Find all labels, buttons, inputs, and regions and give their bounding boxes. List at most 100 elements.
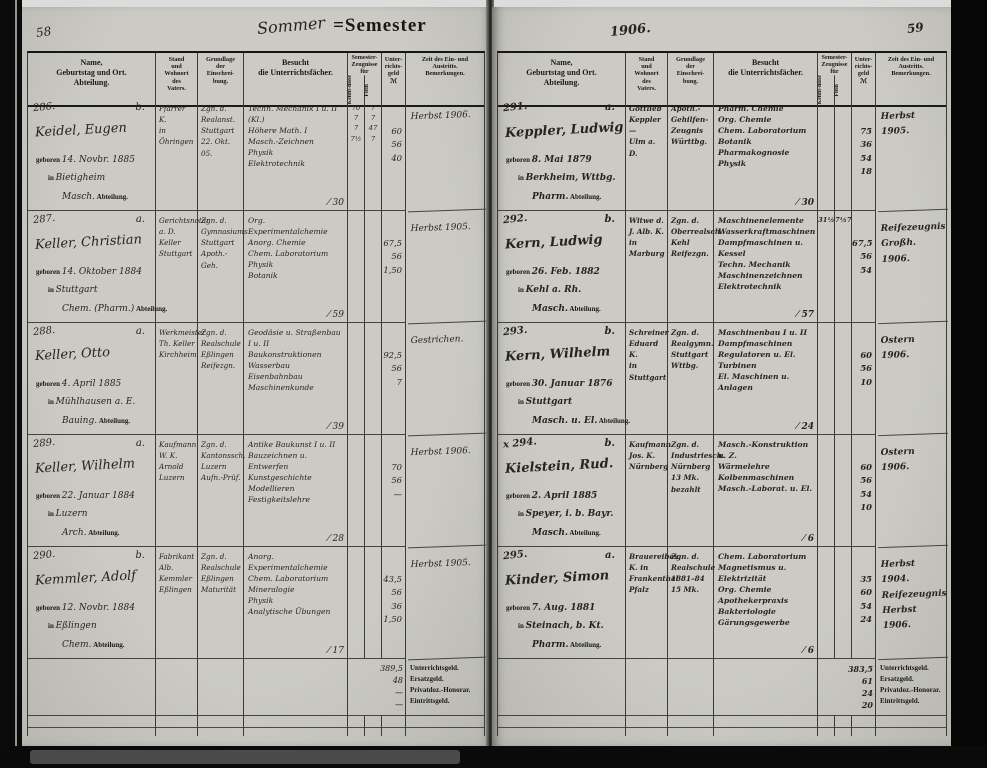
birth-line: geboren 8. Mai 1879 [506, 155, 592, 165]
geboren-label: geboren [506, 604, 530, 612]
in-label: in [48, 398, 54, 406]
birth-date: 8. Mai 1879 [531, 155, 592, 165]
in-label: in [48, 510, 54, 518]
section-letter: b. [604, 438, 615, 449]
summary-row-left: 389,5 48 — — Unterrichtsgeld. Ersatzgeld… [28, 659, 484, 716]
entry-number: 295. [502, 548, 528, 563]
zeugnisse-label: Semester- Zeugnisse für [821, 54, 848, 75]
column-header-zeugnisse: Semester- Zeugnisse für Kennt-nisse Flei… [347, 53, 382, 107]
row-sum: 28 [328, 534, 344, 544]
enrollment-basis: Zgn. d. Industriesch. Nürnberg 13 Mk. be… [668, 435, 724, 547]
empty-cell [198, 716, 244, 736]
subjects: Masch.-Konstruktion u. Z. Wärmelehre Kol… [718, 440, 813, 493]
column-header-zeit: Zeit des Ein- und Austritts. Bemerkungen… [876, 53, 946, 107]
place-line: in Berkheim, Wttbg. [518, 173, 616, 183]
scan-border-left [0, 0, 22, 768]
grades-knowledge [818, 435, 835, 547]
division: Masch. [62, 192, 95, 202]
enrollment-basis: Zgn. d. Realgymn. Stuttgart Wttbg. [668, 323, 714, 435]
division-line: Arch. Abteilung. [62, 528, 120, 538]
left-page: 58 Sommer =Semester Name, Geburtstag und … [22, 7, 490, 746]
enrollment-basis: Zgn. d. Realschule 1881–84 15 Mk. [668, 547, 715, 659]
grades-diligence [835, 323, 852, 435]
summary-labels: Unterrichtsgeld. Ersatzgeld. Privatdoz.-… [406, 659, 484, 716]
father-info: Schreiner Eduard K. in Stuttgart [626, 323, 668, 435]
grades-diligence [365, 435, 382, 547]
remarks: Herbst 1905. [404, 545, 486, 661]
row-sum: 30 [328, 198, 344, 208]
remarks: Ostern 1906. [874, 321, 948, 437]
student-name: Keller, Christian [34, 232, 143, 253]
empty-cell [835, 716, 852, 736]
birth-line: geboren 30. Januar 1876 [506, 379, 612, 389]
division-line: Pharm. Abteilung. [532, 640, 601, 650]
scan-border-right [951, 0, 987, 768]
empty-cell [406, 716, 484, 736]
empty-cell [365, 716, 382, 736]
book-gutter [486, 0, 494, 768]
birth-date: 14. Oktober 1884 [61, 267, 142, 277]
place-line: in Kehl a. Rh. [518, 285, 581, 295]
abteilung-label: Abteilung. [93, 641, 125, 649]
entry-number: 288. [32, 324, 56, 339]
enrollment-basis: Zgn. d. Realschule Eßlingen Reifezgn. [198, 323, 244, 435]
rows-left: 286. b. Keidel, Eugen geboren 14. Novbr.… [28, 97, 486, 661]
tuition-amounts: 60 56 54 10 [852, 435, 876, 547]
header-row: Name, Geburtstag und Ort. Abteilung. Sta… [498, 53, 946, 107]
title-printed-semester: =Semester [333, 15, 427, 36]
filler-rows [28, 716, 484, 736]
grades-diligence: 7 7 47 7 [365, 99, 382, 211]
column-header-father: Stand und Wohnort des Vaters. [626, 53, 668, 107]
tuition-amounts: 67,5 56 1,50 [382, 211, 406, 323]
enrollment-basis: Zgn. d. Gymnasiums Stuttgart Apoth.-Geh. [198, 211, 248, 323]
empty-cell [668, 716, 714, 736]
grades-knowledge [348, 323, 365, 435]
student-name: Kern, Ludwig [504, 232, 603, 253]
place-line: in Stuttgart [518, 397, 572, 407]
ledger-row: 292. b. Kern, Ludwig geboren 26. Feb. 18… [498, 209, 948, 325]
abteilung-label: Abteilung. [569, 305, 601, 313]
entry-number: 291. [502, 100, 528, 115]
birth-place: Berkheim, Wttbg. [525, 173, 616, 183]
subjects-cell: Maschinenbau I u. II Dampfmaschinen Regu… [714, 323, 818, 435]
division: Pharm. [532, 640, 569, 650]
empty-cell [498, 659, 626, 716]
summary-values: 389,5 48 — — [348, 659, 406, 716]
empty-cell [156, 659, 198, 716]
section-letter: a. [135, 326, 145, 337]
place-line: in Luzern [48, 509, 88, 519]
student-name: Kemmler, Adolf [34, 568, 137, 589]
column-header-father: Stand und Wohnort des Vaters. [156, 53, 198, 107]
geboren-label: geboren [506, 156, 530, 164]
page-number: 59 [906, 19, 925, 37]
entry-number: 287. [32, 212, 56, 227]
empty-cell [668, 659, 714, 716]
name-cell: x 294. b. Kielstein, Rud. geboren 2. Apr… [498, 435, 626, 547]
remarks: Ostern 1906. [874, 433, 948, 549]
empty-cell [244, 716, 348, 736]
student-name: Kern, Wilhelm [504, 344, 611, 365]
empty-cell [626, 716, 668, 736]
grades-knowledge [818, 323, 835, 435]
tuition-amounts: 43,5 56 36 1,50 [382, 547, 406, 659]
empty-cell [852, 716, 876, 736]
name-cell: 291. a. Keppler, Ludwig geboren 8. Mai 1… [498, 99, 626, 211]
tuition-amounts: 60 56 40 [382, 99, 406, 211]
entry-number: x 294. [502, 436, 538, 451]
name-cell: 290. b. Kemmler, Adolf geboren 12. Novbr… [28, 547, 156, 659]
birth-line: geboren 22. Januar 1884 [36, 491, 135, 501]
section-letter: b. [604, 326, 615, 337]
student-name: Kielstein, Rud. [504, 456, 614, 477]
name-cell: 286. b. Keidel, Eugen geboren 14. Novbr.… [28, 99, 156, 211]
father-info: Gerichtsnotar a. D. Keller Stuttgart [156, 211, 210, 323]
abteilung-label: Abteilung. [598, 417, 631, 425]
name-cell: 293. b. Kern, Wilhelm geboren 30. Januar… [498, 323, 630, 435]
grades-knowledge: 31½ [818, 211, 835, 323]
row-sum: 24 [797, 422, 814, 432]
division-line: Chem. Abteilung. [62, 640, 124, 650]
row-sum: 6 [803, 534, 814, 544]
column-header-zeit: Zeit des Ein- und Austritts. Bemerkungen… [406, 53, 484, 107]
ledger-row: 290. b. Kemmler, Adolf geboren 12. Novbr… [28, 545, 486, 661]
birth-place: Luzern [55, 509, 88, 519]
subjects: Pharm. Chemie Org. Chemie Chem. Laborato… [718, 104, 807, 168]
